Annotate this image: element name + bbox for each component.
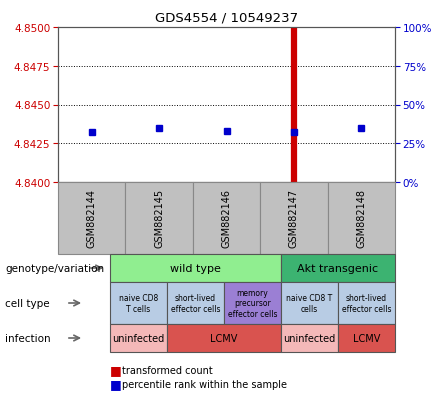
Bar (338, 324, 395, 352)
Text: percentile rank within the sample: percentile rank within the sample (122, 379, 287, 389)
Text: short-lived
effector cells: short-lived effector cells (342, 294, 391, 313)
Text: LCMV: LCMV (353, 333, 380, 343)
Text: wild type: wild type (170, 263, 221, 273)
Bar (281, 324, 338, 352)
Bar (58, 183, 126, 254)
Text: ■: ■ (110, 363, 122, 377)
Text: transformed count: transformed count (122, 365, 213, 375)
Text: ■: ■ (110, 377, 122, 391)
Text: cell type: cell type (5, 298, 50, 308)
Text: short-lived
effector cells: short-lived effector cells (171, 294, 220, 313)
Bar (167, 324, 281, 352)
Text: memory
precursor
effector cells: memory precursor effector cells (228, 288, 277, 318)
Text: uninfected: uninfected (113, 333, 165, 343)
Text: GSM882147: GSM882147 (289, 188, 299, 247)
Text: infection: infection (5, 333, 51, 343)
Text: GSM882145: GSM882145 (154, 188, 164, 247)
Bar (110, 324, 167, 352)
Bar (110, 282, 167, 324)
Text: uninfected: uninfected (283, 333, 336, 343)
Text: GSM882148: GSM882148 (356, 188, 366, 247)
Text: GSM882144: GSM882144 (87, 188, 97, 247)
Title: GDS4554 / 10549237: GDS4554 / 10549237 (155, 11, 298, 24)
Text: naive CD8
T cells: naive CD8 T cells (119, 294, 158, 313)
Bar (110, 254, 281, 282)
Bar (167, 282, 224, 324)
Text: LCMV: LCMV (210, 333, 238, 343)
Bar (224, 282, 281, 324)
Bar (193, 183, 260, 254)
Bar (338, 282, 395, 324)
Bar (126, 183, 193, 254)
Bar (281, 254, 395, 282)
Bar (260, 183, 328, 254)
Text: Akt transgenic: Akt transgenic (297, 263, 378, 273)
Bar (328, 183, 395, 254)
Text: GSM882146: GSM882146 (222, 188, 232, 247)
Text: genotype/variation: genotype/variation (5, 263, 104, 273)
Bar (281, 282, 338, 324)
Text: naive CD8 T
cells: naive CD8 T cells (286, 294, 333, 313)
